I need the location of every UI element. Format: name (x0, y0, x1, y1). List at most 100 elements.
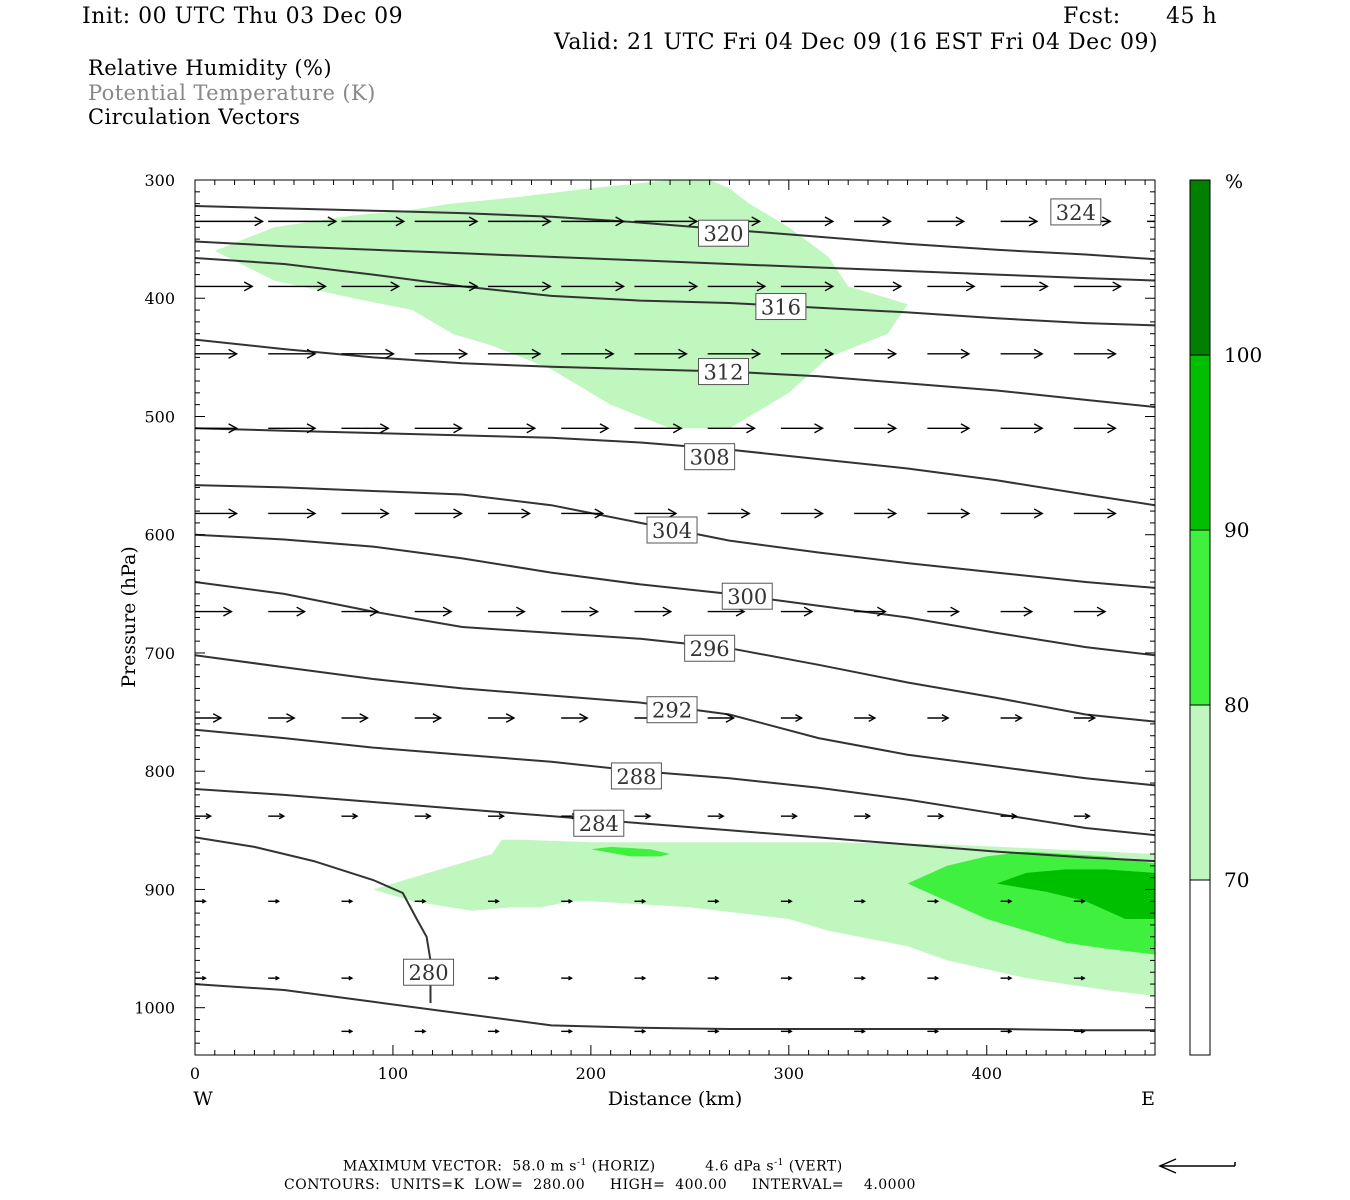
vector-head (390, 281, 401, 292)
vector-head (1011, 812, 1018, 820)
vector-head (861, 1029, 866, 1034)
vector-head (1033, 348, 1044, 359)
horizontal-tag: (HORIZ) (591, 1158, 656, 1175)
vector-head (228, 423, 239, 434)
vector-head (1088, 713, 1097, 723)
vector-head (955, 216, 966, 227)
vector-head (1107, 348, 1117, 359)
vector-head (494, 1029, 500, 1034)
legend-circulation-vectors: Circulation Vectors (88, 105, 301, 129)
theta-label-box (755, 293, 807, 321)
vector-head (306, 423, 317, 434)
theta-line-unlabeled (195, 983, 1155, 1032)
vector-head (1080, 898, 1086, 904)
vector-head (814, 423, 824, 434)
vector-head (678, 348, 688, 359)
vector-head (542, 281, 552, 292)
vector-head (725, 713, 736, 723)
vector-head (950, 606, 961, 617)
vector-head (468, 216, 479, 227)
vector-head (718, 812, 725, 820)
vector-head (714, 975, 720, 981)
vector-head (205, 812, 213, 820)
vector-head (352, 812, 359, 820)
vector-head (589, 606, 600, 617)
vector-head (228, 508, 239, 519)
vector-head (568, 898, 574, 904)
legend-potential-temperature: Potential Temperature (K) (88, 81, 376, 105)
vector-head (892, 281, 903, 292)
vector-head (960, 508, 971, 519)
vector-head (667, 508, 678, 519)
theta-label: 288 (616, 765, 656, 789)
max-vector-vertical: 4.6 dPa s (705, 1158, 775, 1175)
vector-head (385, 348, 395, 359)
vector-head (604, 348, 615, 359)
colorbar-level-label: 90 (1224, 518, 1249, 542)
y-tick-label: 900 (144, 880, 175, 899)
colorbar-level-label: 80 (1224, 693, 1249, 717)
vector-head (887, 423, 898, 434)
y-axis-label: Pressure (hPa) (118, 546, 140, 688)
theta-label: 316 (761, 296, 801, 320)
theta-line-308 (195, 427, 1155, 507)
vector-head (615, 216, 626, 227)
vector-head (1084, 812, 1091, 820)
vector-head (751, 348, 762, 359)
vector-head (442, 606, 453, 617)
vector-head (787, 1029, 793, 1034)
theta-label-box (721, 582, 773, 610)
theta-label: 292 (652, 699, 692, 723)
theta-label-box (646, 696, 698, 724)
vector-head (359, 713, 369, 723)
vector-head (1007, 898, 1013, 904)
theta-line-320 (195, 205, 1155, 261)
vector-head (327, 216, 338, 227)
vector-head (1112, 281, 1123, 292)
vector-head (662, 606, 673, 617)
x-tick-label: 100 (378, 1064, 409, 1083)
vector-head (746, 423, 756, 434)
y-tick-label: 1000 (134, 999, 175, 1018)
vector-head (791, 812, 798, 820)
vector-head (1033, 423, 1044, 434)
colorbar: 70 80 90 100 (1189, 179, 1262, 1056)
x-tick-label: 300 (774, 1064, 805, 1083)
vector-head (887, 348, 898, 359)
vector-head (379, 423, 390, 434)
theta-label-box (610, 762, 662, 790)
y-tick-label: 800 (144, 762, 175, 781)
vector-head (453, 508, 463, 519)
vector-head (348, 898, 354, 904)
vector-head (824, 216, 835, 227)
vector-head (937, 812, 945, 820)
vector-head (494, 975, 500, 981)
theta-line-324 (195, 240, 1155, 282)
horizontal-unit-exponent: -1 (576, 1158, 587, 1168)
vector-head (468, 281, 479, 292)
vector-head (941, 713, 950, 723)
init-time: Init: 00 UTC Thu 03 Dec 09 (82, 4, 404, 29)
vector-head (1014, 713, 1023, 723)
theta-label: 284 (579, 812, 619, 836)
vector-head (432, 713, 443, 723)
vector-head (960, 423, 971, 434)
vector-head (641, 975, 647, 981)
x-tick-label: 0 (190, 1064, 200, 1083)
vector-head (688, 216, 699, 227)
vector-head (521, 508, 532, 519)
vector-head (824, 348, 835, 359)
vector-head (1107, 423, 1117, 434)
vector-head (824, 281, 835, 292)
theta-line-284 (195, 788, 1155, 863)
vector-head (672, 423, 683, 434)
colorbar-segment (1189, 354, 1211, 531)
vector-head (787, 975, 793, 981)
vector-head (1039, 281, 1049, 292)
vector-head (1107, 508, 1117, 519)
theta-label-box (573, 809, 625, 837)
colorbar-level-label: 100 (1224, 343, 1262, 367)
theta-line-316 (195, 257, 1155, 327)
vector-head (864, 812, 872, 820)
